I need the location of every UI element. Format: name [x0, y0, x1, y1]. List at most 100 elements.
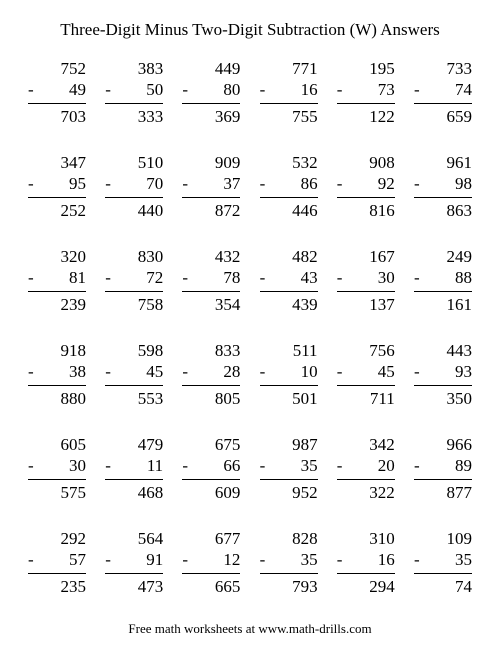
subtrahend: 45 [351, 361, 395, 382]
subtraction-problem: 961-98863 [414, 152, 472, 221]
answer: 440 [105, 198, 163, 221]
subtraction-problem: 249-88161 [414, 246, 472, 315]
subtrahend: 30 [351, 267, 395, 288]
minus-sign: - [414, 267, 428, 288]
subtrahend-line: -45 [337, 361, 395, 385]
subtraction-problem: 432-78354 [182, 246, 240, 315]
answer: 473 [105, 574, 163, 597]
subtraction-problem: 987-35952 [260, 434, 318, 503]
minus-sign: - [105, 79, 119, 100]
subtrahend-line: -74 [414, 79, 472, 103]
subtrahend-line: -30 [28, 455, 86, 479]
subtrahend-line: -10 [260, 361, 318, 385]
minuend: 918 [28, 340, 86, 361]
subtrahend-line: -73 [337, 79, 395, 103]
subtrahend: 49 [42, 79, 86, 100]
subtrahend: 98 [428, 173, 472, 194]
subtraction-problem: 310-16294 [337, 528, 395, 597]
subtraction-problem: 347-95252 [28, 152, 86, 221]
minuend: 771 [260, 58, 318, 79]
answer: 354 [182, 292, 240, 315]
answer: 350 [414, 386, 472, 409]
subtrahend: 11 [119, 455, 163, 476]
answer: 252 [28, 198, 86, 221]
subtrahend: 91 [119, 549, 163, 570]
subtrahend-line: -35 [260, 455, 318, 479]
minus-sign: - [28, 267, 42, 288]
subtraction-problem: 167-30137 [337, 246, 395, 315]
minus-sign: - [337, 361, 351, 382]
problem-row: 752-49703383-50333449-80369771-16755195-… [28, 58, 472, 127]
subtrahend-line: -43 [260, 267, 318, 291]
subtrahend-line: -38 [28, 361, 86, 385]
minus-sign: - [182, 455, 196, 476]
minuend: 347 [28, 152, 86, 173]
subtraction-problem: 383-50333 [105, 58, 163, 127]
subtraction-problem: 342-20322 [337, 434, 395, 503]
minus-sign: - [260, 549, 274, 570]
minus-sign: - [260, 455, 274, 476]
minus-sign: - [105, 455, 119, 476]
minuend: 830 [105, 246, 163, 267]
answer: 575 [28, 480, 86, 503]
page-footer: Free math worksheets at www.math-drills.… [28, 621, 472, 637]
subtrahend: 95 [42, 173, 86, 194]
subtrahend: 37 [196, 173, 240, 194]
subtraction-problem: 756-45711 [337, 340, 395, 409]
minus-sign: - [337, 455, 351, 476]
problem-row: 292-57235564-91473677-12665828-35793310-… [28, 528, 472, 597]
subtrahend: 78 [196, 267, 240, 288]
subtrahend: 28 [196, 361, 240, 382]
subtrahend-line: -78 [182, 267, 240, 291]
answer: 952 [260, 480, 318, 503]
answer: 703 [28, 104, 86, 127]
answer: 439 [260, 292, 318, 315]
problem-row: 320-81239830-72758432-78354482-43439167-… [28, 246, 472, 315]
subtrahend: 30 [42, 455, 86, 476]
answer: 758 [105, 292, 163, 315]
subtraction-problem: 443-93350 [414, 340, 472, 409]
minus-sign: - [182, 267, 196, 288]
subtrahend-line: -91 [105, 549, 163, 573]
subtrahend: 57 [42, 549, 86, 570]
minuend: 320 [28, 246, 86, 267]
subtrahend: 70 [119, 173, 163, 194]
subtrahend: 88 [428, 267, 472, 288]
subtraction-problem: 752-49703 [28, 58, 86, 127]
subtrahend-line: -89 [414, 455, 472, 479]
subtrahend-line: -11 [105, 455, 163, 479]
subtrahend-line: -37 [182, 173, 240, 197]
subtrahend: 50 [119, 79, 163, 100]
minus-sign: - [105, 549, 119, 570]
minus-sign: - [28, 361, 42, 382]
minuend: 167 [337, 246, 395, 267]
minuend: 432 [182, 246, 240, 267]
minuend: 510 [105, 152, 163, 173]
minus-sign: - [28, 455, 42, 476]
answer: 863 [414, 198, 472, 221]
minuend: 292 [28, 528, 86, 549]
answer: 122 [337, 104, 395, 127]
answer: 322 [337, 480, 395, 503]
answer: 294 [337, 574, 395, 597]
subtrahend: 35 [274, 455, 318, 476]
problem-grid: 752-49703383-50333449-80369771-16755195-… [28, 58, 472, 617]
subtrahend-line: -20 [337, 455, 395, 479]
subtraction-problem: 918-38880 [28, 340, 86, 409]
answer: 816 [337, 198, 395, 221]
subtrahend-line: -95 [28, 173, 86, 197]
subtrahend-line: -28 [182, 361, 240, 385]
subtrahend-line: -98 [414, 173, 472, 197]
subtraction-problem: 830-72758 [105, 246, 163, 315]
subtrahend-line: -30 [337, 267, 395, 291]
minuend: 482 [260, 246, 318, 267]
minuend: 310 [337, 528, 395, 549]
subtrahend-line: -72 [105, 267, 163, 291]
subtrahend-line: -35 [414, 549, 472, 573]
subtrahend: 10 [274, 361, 318, 382]
subtrahend-line: -93 [414, 361, 472, 385]
subtraction-problem: 833-28805 [182, 340, 240, 409]
subtraction-problem: 195-73122 [337, 58, 395, 127]
page-title: Three-Digit Minus Two-Digit Subtraction … [28, 20, 472, 40]
minus-sign: - [182, 173, 196, 194]
